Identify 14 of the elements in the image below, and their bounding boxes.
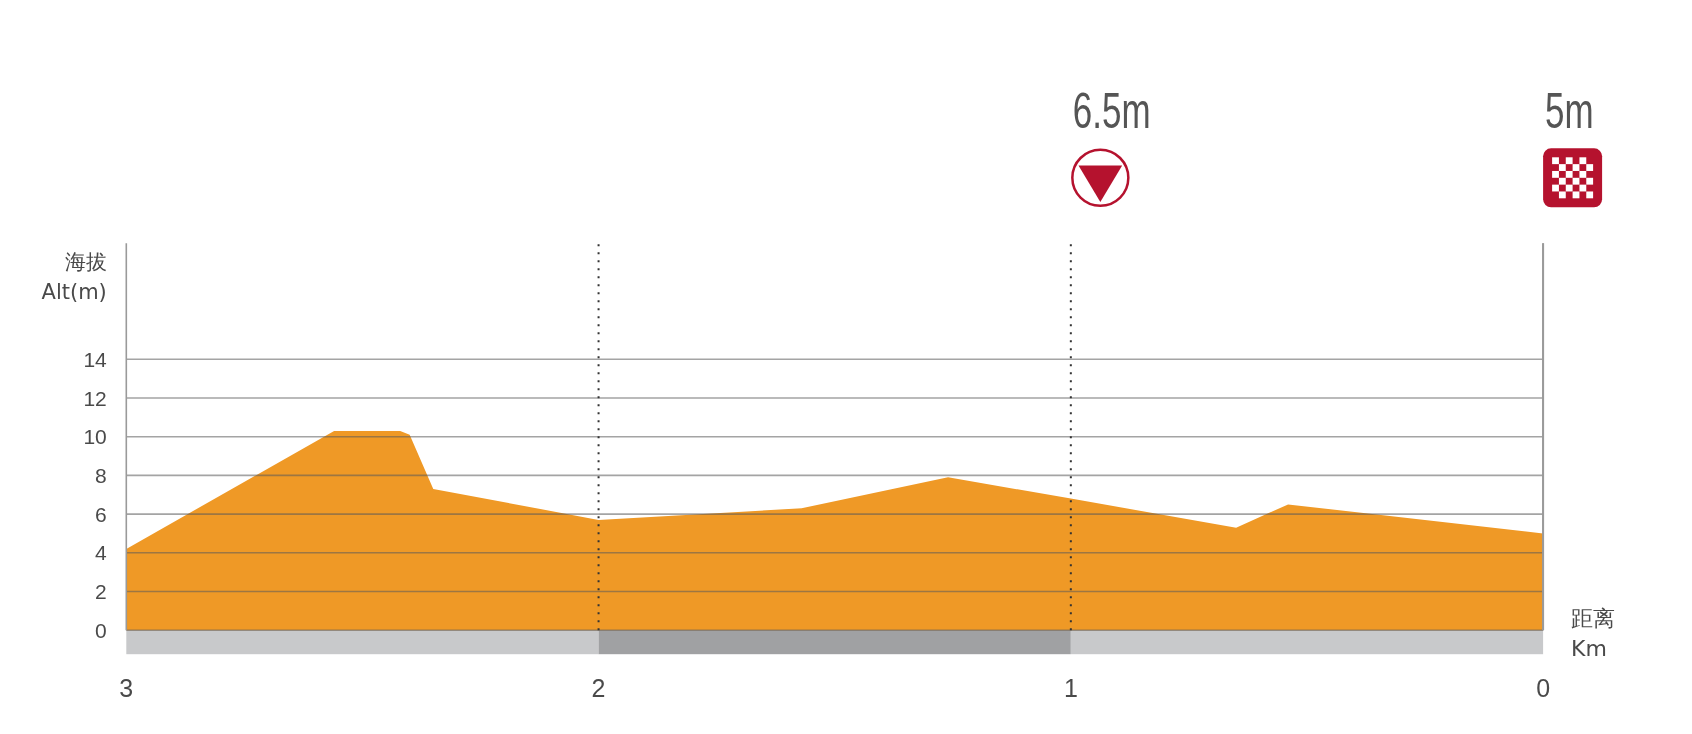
y-tick-label: 0 [95,618,107,642]
x-tick-label: 0 [1536,673,1551,702]
y-tick-label: 2 [95,580,107,603]
y-tick-label: 10 [83,425,107,449]
y-tick-label: 4 [95,541,108,565]
x-label: 距离 Km [1571,606,1615,661]
y-label: 海拔 Alt(m) [41,250,107,304]
x-tick-label: 2 [591,673,606,702]
y-tick-label: 8 [95,463,107,487]
x-tick-label: 1 [1063,673,1078,702]
y-tick-label: 12 [83,386,107,410]
y-tick-label: 14 [83,347,108,371]
y-tick-label: 6 [95,502,107,526]
x-tick-label: 3 [119,673,134,702]
